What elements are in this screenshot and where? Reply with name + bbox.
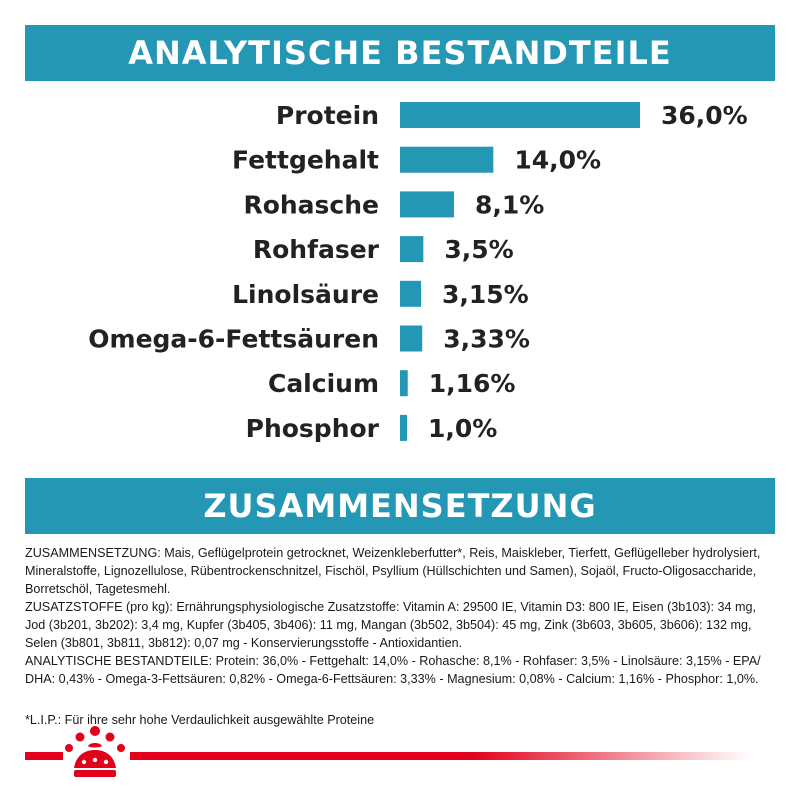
crown-logo-icon xyxy=(65,726,125,777)
composition-paragraph: ZUSAMMENSETZUNG: Mais, Geflügelprotein g… xyxy=(25,546,761,596)
additives-paragraph: ZUSATZSTOFFE (pro kg): Ernährungsphysiol… xyxy=(25,600,757,650)
bar xyxy=(400,325,423,352)
value-label: 1,0% xyxy=(428,414,497,443)
bar xyxy=(400,146,494,173)
category-label: Phosphor xyxy=(246,414,380,443)
value-label: 3,5% xyxy=(444,235,513,264)
footnote: *L.I.P.: Für ihre sehr hohe Verdaulichke… xyxy=(25,713,375,727)
analytics-bar-chart: Protein 36,0% Fettgehalt 14,0% Rohasche 8,1% R… xyxy=(88,101,748,443)
value-label: 3,15% xyxy=(442,280,529,309)
category-label: Rohfaser xyxy=(253,235,380,264)
bar xyxy=(400,370,408,397)
bar xyxy=(400,191,454,218)
category-label: Calcium xyxy=(268,369,379,398)
bar xyxy=(400,280,421,307)
value-label: 1,16% xyxy=(429,369,516,398)
category-label: Fettgehalt xyxy=(232,146,379,175)
brand-line-left xyxy=(25,752,63,760)
category-label: Omega-6-Fettsäuren xyxy=(88,325,379,354)
bar xyxy=(400,414,407,441)
brand-line xyxy=(130,752,750,760)
category-label: Rohasche xyxy=(243,190,379,219)
composition-text: ZUSAMMENSETZUNG: Mais, Geflügelprotein g… xyxy=(25,544,777,688)
bar xyxy=(400,102,640,128)
category-label: Protein xyxy=(276,101,379,130)
analytics-paragraph: ANALYTISCHE BESTANDTEILE: Protein: 36,0%… xyxy=(25,654,761,686)
analytics-header: ANALYTISCHE BESTANDTEILE xyxy=(25,25,775,81)
value-label: 8,1% xyxy=(475,190,544,219)
category-label: Linolsäure xyxy=(232,280,379,309)
bar xyxy=(400,236,424,263)
value-label: 3,33% xyxy=(443,325,530,354)
value-label: 36,0% xyxy=(661,101,748,130)
composition-header: ZUSAMMENSETZUNG xyxy=(25,478,775,534)
value-label: 14,0% xyxy=(514,146,601,175)
